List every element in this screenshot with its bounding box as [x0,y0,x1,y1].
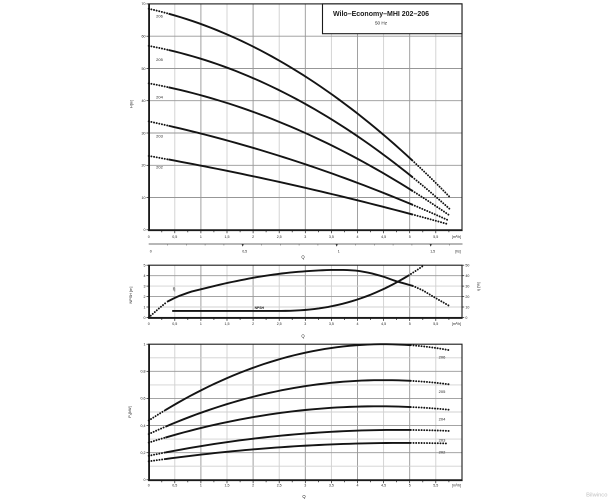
svg-text:30: 30 [465,284,469,288]
svg-text:1,5: 1,5 [225,484,230,488]
svg-text:205: 205 [156,57,163,62]
svg-text:2,5: 2,5 [277,235,282,239]
svg-text:40: 40 [465,274,469,278]
svg-text:Wilo–Economy–MHI 202–206: Wilo–Economy–MHI 202–206 [333,11,429,18]
svg-text:204: 204 [439,416,446,421]
svg-text:3: 3 [304,322,306,326]
svg-text:0: 0 [148,322,150,326]
svg-text:0,6: 0,6 [141,397,146,401]
svg-text:[l/s]: [l/s] [455,249,461,253]
svg-text:3,5: 3,5 [329,484,334,488]
svg-text:0,4: 0,4 [141,424,146,428]
svg-text:206: 206 [156,13,163,18]
svg-text:50: 50 [465,264,469,268]
svg-text:4,5: 4,5 [381,235,386,239]
svg-text:3: 3 [144,284,146,288]
svg-text:0,2: 0,2 [141,451,146,455]
svg-text:0,5: 0,5 [172,322,177,326]
svg-text:H[m]: H[m] [129,100,133,108]
svg-text:5: 5 [409,322,411,326]
svg-text:5,5: 5,5 [433,484,438,488]
svg-text:70: 70 [142,2,146,6]
svg-text:4: 4 [357,235,359,239]
svg-text:3,5: 3,5 [329,322,334,326]
svg-text:[m³/h]: [m³/h] [452,322,461,326]
svg-text:10: 10 [465,305,469,309]
svg-text:5,5: 5,5 [433,235,438,239]
svg-text:1,5: 1,5 [430,249,435,253]
svg-text:2: 2 [252,235,254,239]
svg-text:2: 2 [144,295,146,299]
svg-text:2,5: 2,5 [277,484,282,488]
svg-text:Q: Q [301,333,305,338]
svg-text:0,5: 0,5 [242,249,247,253]
svg-text:1: 1 [144,305,146,309]
svg-text:203: 203 [156,134,163,139]
svg-text:1: 1 [200,484,202,488]
svg-text:1: 1 [200,322,202,326]
svg-text:3,5: 3,5 [329,235,334,239]
svg-text:2: 2 [252,484,254,488]
svg-text:2: 2 [252,322,254,326]
svg-text:3: 3 [304,484,306,488]
svg-text:0,8: 0,8 [141,370,146,374]
svg-text:202: 202 [156,164,163,169]
svg-text:60: 60 [142,35,146,39]
svg-text:0: 0 [144,316,146,320]
svg-text:10: 10 [142,196,146,200]
svg-text:20: 20 [465,295,469,299]
svg-text:0: 0 [148,484,150,488]
svg-text:202: 202 [439,449,446,454]
svg-text:206: 206 [439,354,446,359]
svg-text:4: 4 [357,484,359,488]
svg-text:[m³/h]: [m³/h] [452,484,461,488]
svg-text:50 Hz: 50 Hz [375,20,388,25]
svg-text:4,5: 4,5 [381,322,386,326]
svg-text:204: 204 [156,95,163,100]
svg-text:NPSH [m]: NPSH [m] [129,287,133,304]
svg-text:4: 4 [144,274,146,278]
svg-text:0: 0 [465,316,467,320]
svg-text:Bilwinco: Bilwinco [586,492,607,498]
svg-text:0: 0 [144,478,146,482]
svg-text:5,5: 5,5 [433,322,438,326]
svg-text:1: 1 [200,235,202,239]
svg-text:30: 30 [142,131,146,135]
svg-text:2,5: 2,5 [277,322,282,326]
svg-text:P₂[kW]: P₂[kW] [128,406,132,418]
svg-text:1: 1 [144,343,146,347]
svg-text:5: 5 [409,484,411,488]
svg-text:4,5: 4,5 [381,484,386,488]
svg-text:NPSH: NPSH [255,306,265,310]
svg-text:η: η [173,287,176,293]
svg-text:0,5: 0,5 [172,484,177,488]
svg-text:0,5: 0,5 [172,235,177,239]
svg-text:20: 20 [142,164,146,168]
svg-text:1,5: 1,5 [225,322,230,326]
svg-text:0: 0 [144,228,146,232]
svg-text:3: 3 [304,235,306,239]
svg-text:η [%]: η [%] [477,282,481,291]
svg-text:50: 50 [142,67,146,71]
svg-text:Q: Q [302,494,306,499]
svg-text:0: 0 [150,249,152,253]
svg-text:5: 5 [144,264,146,268]
svg-text:5: 5 [409,235,411,239]
svg-text:[m³/h]: [m³/h] [452,235,461,239]
svg-text:4: 4 [357,322,359,326]
svg-text:1,5: 1,5 [225,235,230,239]
svg-text:Q: Q [301,254,305,259]
svg-text:203: 203 [439,437,446,442]
svg-text:0: 0 [148,235,150,239]
svg-text:40: 40 [142,99,146,103]
svg-text:205: 205 [439,389,446,394]
svg-text:1: 1 [338,249,340,253]
